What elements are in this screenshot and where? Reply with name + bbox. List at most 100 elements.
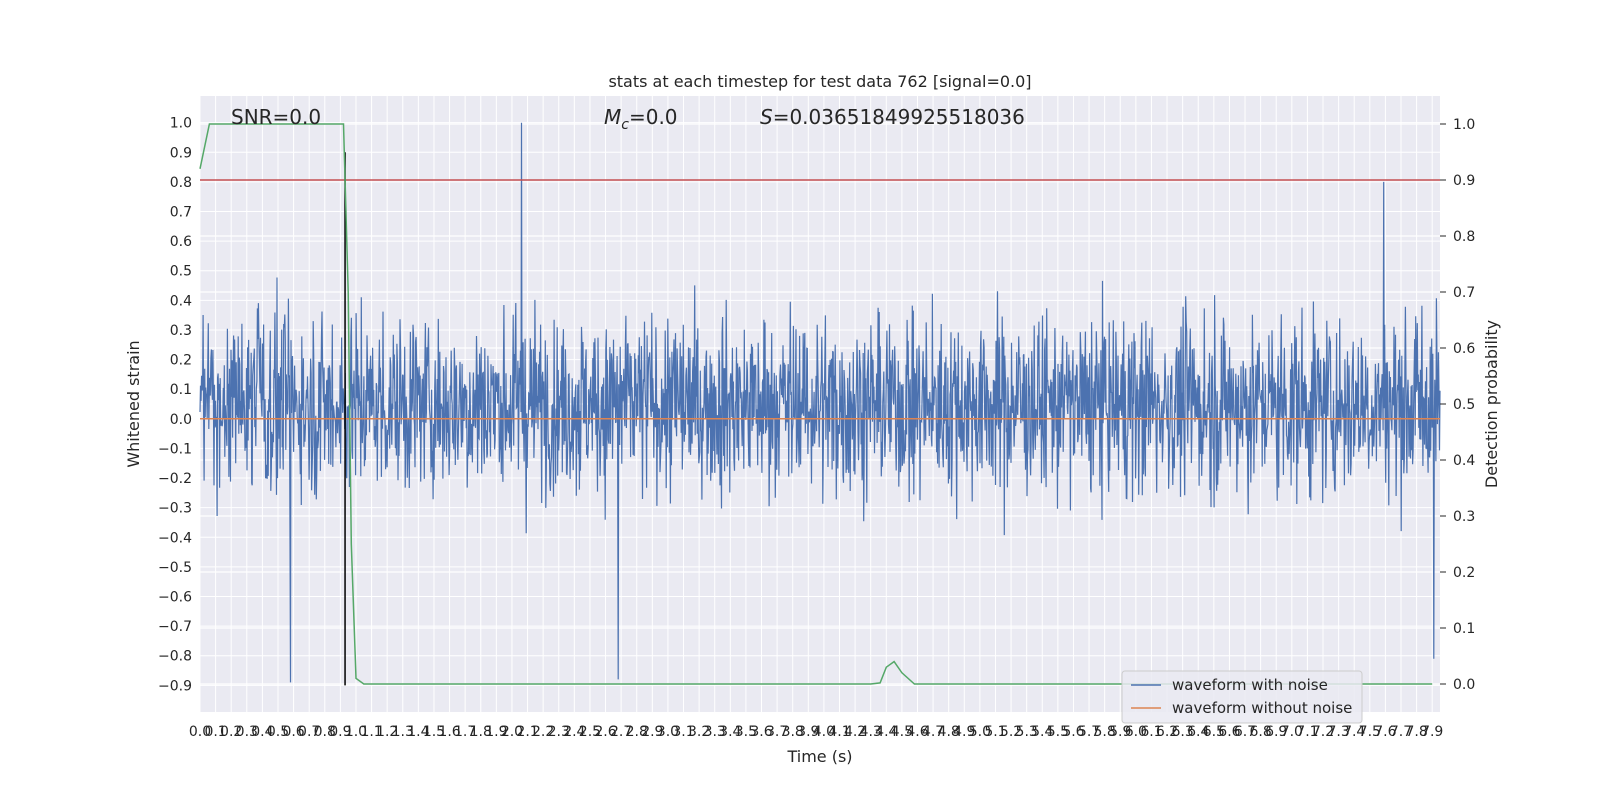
x-tick-label: 6.2 xyxy=(1156,724,1178,740)
y2-tick-label: 0.0 xyxy=(1453,677,1475,693)
x-tick-label: 7.9 xyxy=(1421,724,1443,740)
x-tick-label: 7.0 xyxy=(1281,724,1303,740)
x-tick-label: 2.5 xyxy=(579,724,601,740)
x-tick-label: 1.5 xyxy=(423,724,445,740)
x-tick-label: 3.5 xyxy=(735,724,757,740)
x-tick-label: 2.7 xyxy=(610,724,632,740)
x-tick-label: 6.8 xyxy=(1249,724,1271,740)
x-tick-label: 6.4 xyxy=(1187,724,1209,740)
y-tick-label: −0.3 xyxy=(158,501,192,517)
x-tick-label: 6.0 xyxy=(1125,724,1147,740)
x-tick-label: 2.6 xyxy=(594,724,616,740)
legend: waveform with noise waveform without noi… xyxy=(1121,670,1363,724)
x-tick-label: 5.3 xyxy=(1016,724,1038,740)
legend-box xyxy=(1121,670,1363,724)
x-tick-label: 0.2 xyxy=(220,724,242,740)
y-tick-label: −0.7 xyxy=(158,619,192,635)
x-tick-label: 5.5 xyxy=(1047,724,1069,740)
y-tick-label: −0.6 xyxy=(158,590,192,606)
x-tick-label: 3.0 xyxy=(657,724,679,740)
x-tick-label: 4.4 xyxy=(875,724,897,740)
x-tick-label: 1.8 xyxy=(470,724,492,740)
x-tick-label: 6.3 xyxy=(1172,724,1194,740)
x-tick-label: 1.2 xyxy=(376,724,398,740)
snr-annotation: SNR=0.0 xyxy=(231,105,321,129)
x-tick-label: 4.9 xyxy=(953,724,975,740)
series-line-detection-probability xyxy=(199,123,1433,685)
y-tick-label: −0.1 xyxy=(158,441,192,457)
s-annotation: S=0.03651849925518036 xyxy=(760,105,1025,129)
x-tick-label: 1.6 xyxy=(438,724,460,740)
x-tick-label: 1.0 xyxy=(345,724,367,740)
x-tick-label: 6.1 xyxy=(1140,724,1162,740)
x-tick-label: 2.0 xyxy=(501,724,523,740)
y2-tick-label: 0.8 xyxy=(1453,229,1475,245)
y-tick-label: 0.6 xyxy=(170,234,192,250)
x-tick-label: 4.5 xyxy=(891,724,913,740)
x-tick-label: 1.4 xyxy=(407,724,429,740)
x-tick-label: 6.6 xyxy=(1218,724,1240,740)
x-tick-label: 5.9 xyxy=(1109,724,1131,740)
x-tick-label: 4.1 xyxy=(828,724,850,740)
legend-label-waveform-without-noise: waveform without noise xyxy=(1172,699,1352,717)
x-tick-label: 4.2 xyxy=(844,724,866,740)
x-tick-label: 1.1 xyxy=(360,724,382,740)
y-tick-label: 0.8 xyxy=(170,175,192,191)
chirp-mass-subscript: c xyxy=(621,117,629,133)
x-tick-label: 3.3 xyxy=(704,724,726,740)
x-tick-label: 4.0 xyxy=(813,724,835,740)
y-tick-label: −0.8 xyxy=(158,649,192,665)
x-tick-label: 0.4 xyxy=(251,724,273,740)
legend-label-waveform-with-noise: waveform with noise xyxy=(1172,676,1328,694)
x-tick-label: 0.9 xyxy=(329,724,351,740)
x-tick-label: 5.0 xyxy=(969,724,991,740)
series-waveform-with-noise xyxy=(199,122,1441,683)
x-tick-label: 4.7 xyxy=(922,724,944,740)
y-tick-label: 0.9 xyxy=(170,145,192,161)
x-tick-label: 3.7 xyxy=(766,724,788,740)
x-tick-label: 2.3 xyxy=(548,724,570,740)
y2-tick-label: 0.4 xyxy=(1453,453,1475,469)
y-tick-label: −0.5 xyxy=(158,560,192,576)
x-tick-label: 2.4 xyxy=(563,724,585,740)
x-tick-label: 0.3 xyxy=(236,724,258,740)
x-tick-label: 3.8 xyxy=(782,724,804,740)
chirp-mass-symbol: M xyxy=(604,105,621,129)
x-tick-label: 0.8 xyxy=(314,724,336,740)
y-tick-label: −0.4 xyxy=(158,530,192,546)
x-tick-label: 5.7 xyxy=(1078,724,1100,740)
y-tick-label: −0.9 xyxy=(158,678,192,694)
y2-tick-label: 0.9 xyxy=(1453,173,1475,189)
y-tick-label: 0.1 xyxy=(170,382,192,398)
series-line-waveform-with-noise xyxy=(199,122,1441,683)
y2-tick-label: 0.7 xyxy=(1453,285,1475,301)
y-tick-label: −0.2 xyxy=(158,471,192,487)
y-tick-label: 0.5 xyxy=(170,264,192,280)
chirp-mass-annotation: Mc=0.0 xyxy=(604,105,678,133)
x-tick-label: 5.6 xyxy=(1062,724,1084,740)
x-tick-label: 2.9 xyxy=(641,724,663,740)
chart-title: stats at each timestep for test data 762… xyxy=(608,72,1031,91)
y2-tick-labels: 0.0 0.1 0.2 0.3 0.4 0.5 0.6 0.7 0.8 0.9 1.0 xyxy=(1440,117,1475,693)
x-tick-label: 5.1 xyxy=(984,724,1006,740)
y2-tick-label: 1.0 xyxy=(1453,117,1475,133)
x-tick-label: 1.3 xyxy=(392,724,414,740)
y-tick-label: 0.3 xyxy=(170,323,192,339)
y2-tick-label: 0.2 xyxy=(1453,565,1475,581)
y-gridlines xyxy=(200,122,1440,686)
x-tick-label: 7.8 xyxy=(1405,724,1427,740)
x-tick-labels: 0.00.10.20.30.40.50.60.70.80.91.01.11.21… xyxy=(189,724,1443,740)
y2-axis-label: Detection probability xyxy=(1482,320,1501,488)
x-tick-label: 3.4 xyxy=(719,724,741,740)
y-axis-label: Whitened strain xyxy=(124,340,143,467)
y2-tick-label: 0.1 xyxy=(1453,621,1475,637)
y2-tick-label: 0.6 xyxy=(1453,341,1475,357)
x-tick-label: 0.1 xyxy=(204,724,226,740)
x-tick-label: 7.6 xyxy=(1374,724,1396,740)
s-symbol: S xyxy=(760,105,773,129)
x-tick-label: 6.9 xyxy=(1265,724,1287,740)
y2-tick-label: 0.5 xyxy=(1453,397,1475,413)
x-tick-label: 4.3 xyxy=(860,724,882,740)
